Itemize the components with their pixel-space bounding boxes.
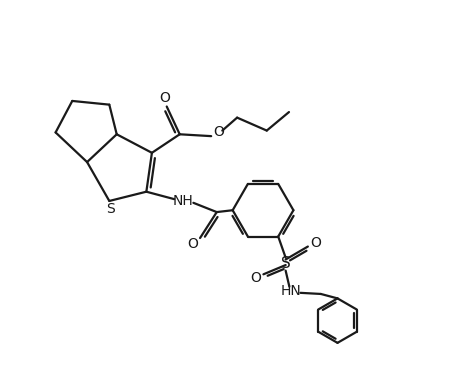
Text: NH: NH bbox=[173, 194, 193, 208]
Text: S: S bbox=[280, 256, 290, 271]
Text: O: O bbox=[309, 236, 320, 250]
Text: O: O bbox=[250, 271, 261, 285]
Text: S: S bbox=[106, 202, 114, 216]
Text: O: O bbox=[159, 91, 170, 105]
Text: O: O bbox=[187, 237, 198, 250]
Text: HN: HN bbox=[280, 284, 301, 298]
Text: O: O bbox=[213, 125, 224, 139]
